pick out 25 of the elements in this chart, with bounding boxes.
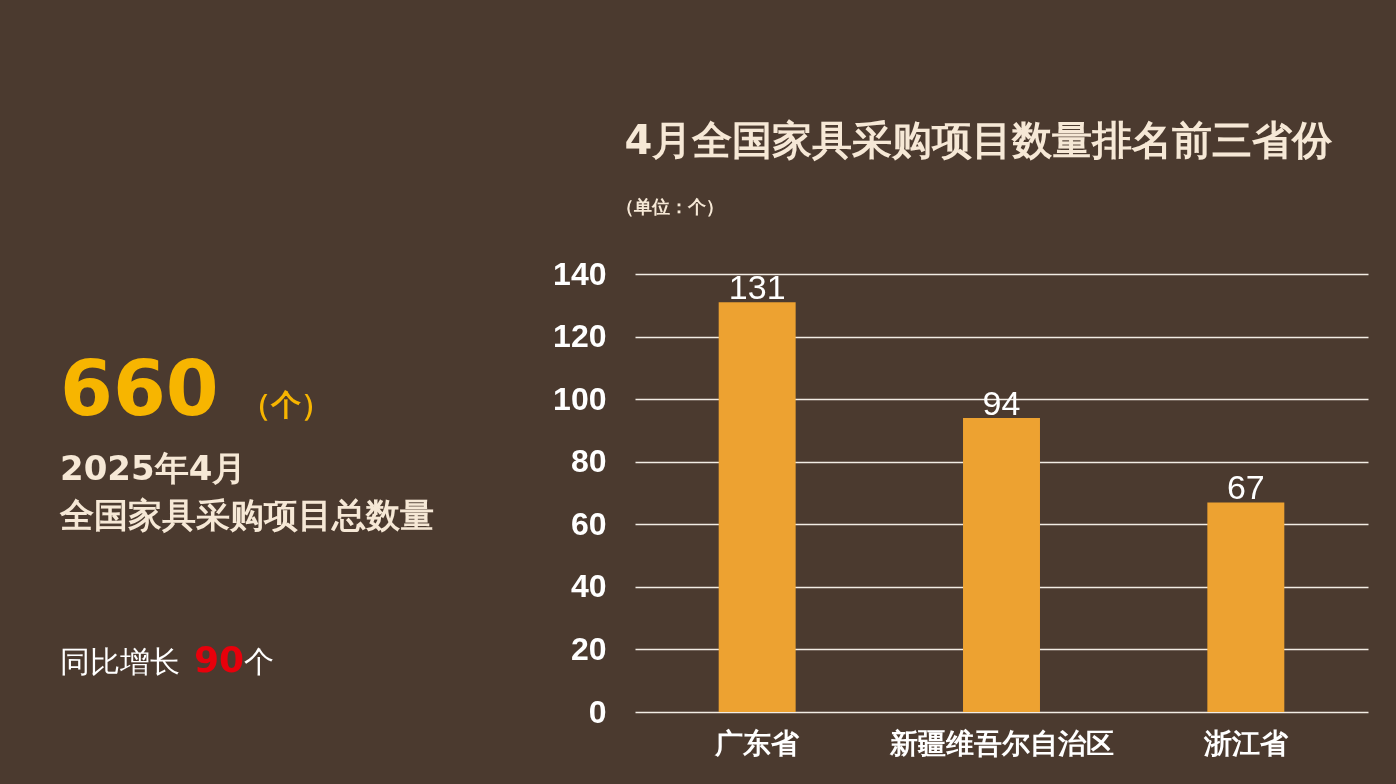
y-tick-label: 120 xyxy=(553,318,607,355)
text: 个 xyxy=(244,644,275,679)
x-tick-label: 广东省 xyxy=(714,726,801,760)
text: 90 xyxy=(194,639,245,680)
text: 全国家具采购项目总数量 xyxy=(59,495,434,535)
data-label: 131 xyxy=(728,268,786,307)
y-axis-title: （单位：个） xyxy=(615,195,724,217)
bar xyxy=(1207,502,1285,712)
bar xyxy=(718,302,796,712)
text: 660 xyxy=(60,344,219,433)
y-tick-label: 140 xyxy=(553,255,607,292)
text: 2025年4月 xyxy=(60,448,247,488)
x-tick-label: 浙江省 xyxy=(1202,726,1289,760)
text: （个） xyxy=(240,387,331,422)
x-tick-label: 新疆维吾尔自治区 xyxy=(888,726,1114,760)
y-tick-label: 80 xyxy=(570,443,607,480)
bar xyxy=(963,417,1040,712)
text: 同比增长 xyxy=(60,644,180,679)
y-tick-label: 60 xyxy=(570,505,607,542)
chart-title: 4月全国家具采购项目数量排名前三省份 xyxy=(624,117,1334,163)
y-tick-label: 20 xyxy=(570,630,607,667)
y-tick-label: 40 xyxy=(570,568,607,605)
y-tick-label: 100 xyxy=(553,380,607,417)
data-label: 67 xyxy=(1226,468,1265,507)
y-tick-label: 0 xyxy=(588,693,607,730)
